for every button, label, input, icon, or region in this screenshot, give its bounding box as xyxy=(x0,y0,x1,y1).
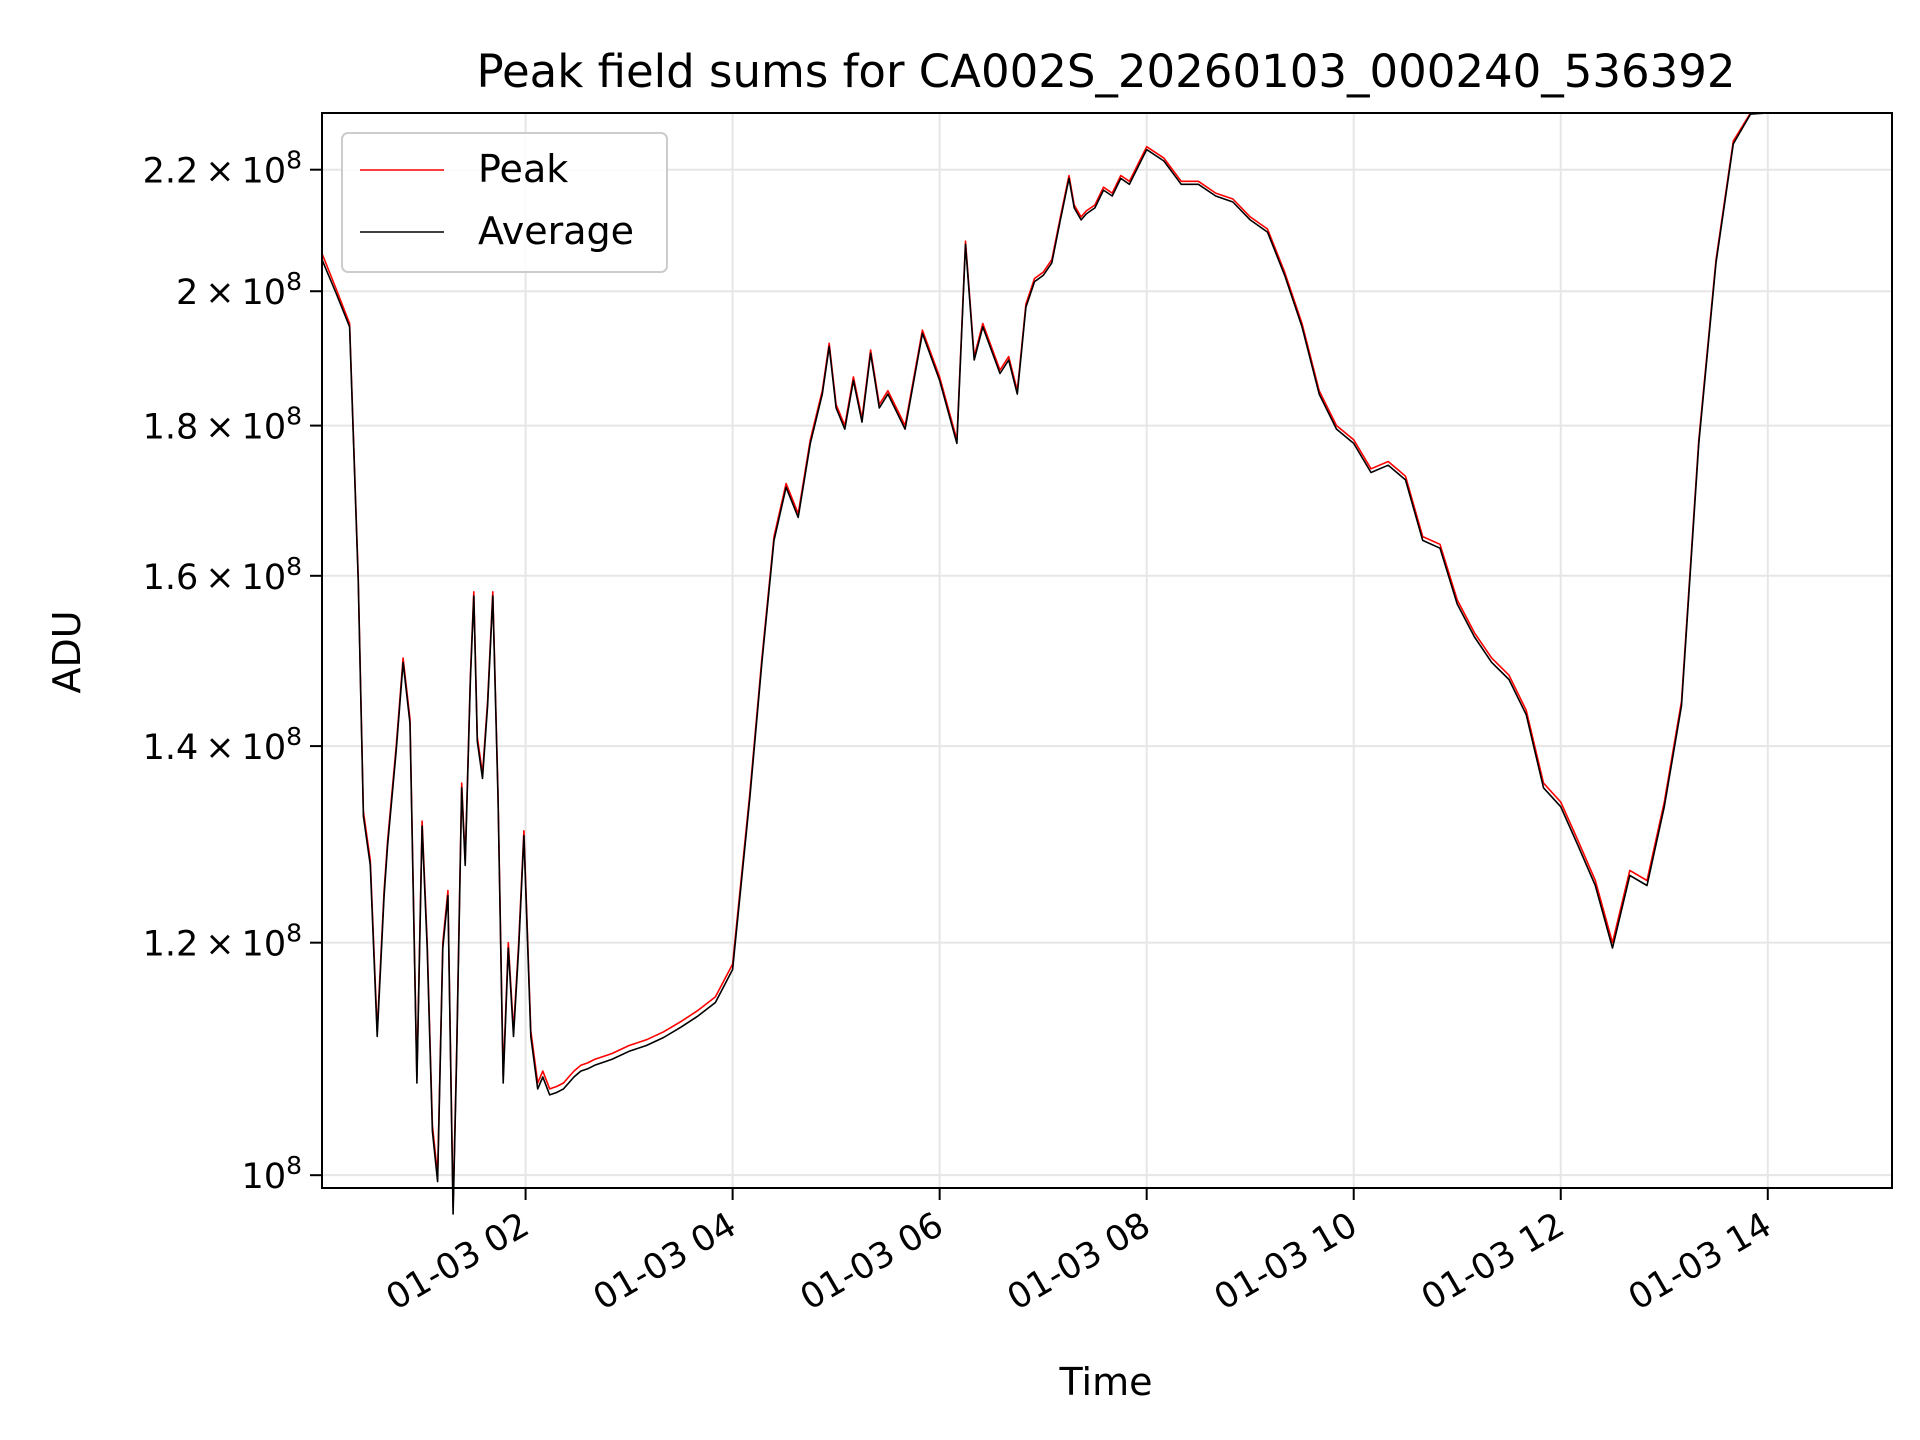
y-axis-ticks: 108 1.2 × 108 1.4 × 108 1.6 × 108 1.8 × 108 2… xyxy=(143,146,322,1197)
y-tick-label: 108 xyxy=(242,1151,302,1197)
y-tick-label: 2.2 × 108 xyxy=(143,146,302,192)
y-tick-label: 2 × 108 xyxy=(176,267,302,313)
y-tick-label: 1.6 × 108 xyxy=(143,552,302,598)
chart-title: Peak field sums for CA002S_20260103_0002… xyxy=(476,45,1735,98)
series-line-average xyxy=(321,112,1886,1215)
grid-lines xyxy=(322,113,1892,1188)
y-tick-label: 1.2 × 108 xyxy=(143,919,302,965)
legend: Peak Average xyxy=(341,132,668,273)
legend-label-average: Average xyxy=(478,209,634,253)
plot-area-frame xyxy=(321,112,1893,1189)
series-layer xyxy=(321,112,1886,1215)
legend-label-peak: Peak xyxy=(478,147,568,191)
y-tick-label: 1.8 × 108 xyxy=(143,402,302,448)
y-tick-label: 1.4 × 108 xyxy=(143,722,302,768)
x-axis-label: Time xyxy=(1059,1360,1153,1404)
legend-box xyxy=(341,132,668,273)
y-axis-label: ADU xyxy=(45,610,89,693)
